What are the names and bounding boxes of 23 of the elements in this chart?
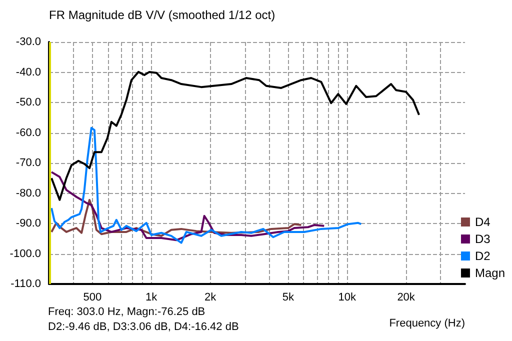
legend-label: D2 bbox=[474, 249, 491, 263]
y-tick-label: -100.0 bbox=[10, 248, 41, 260]
y-tick-label: -50.0 bbox=[16, 96, 41, 108]
legend-label: D4 bbox=[474, 215, 491, 229]
x-tick-label: 2k bbox=[204, 292, 217, 304]
y-tick-label: -80.0 bbox=[16, 187, 41, 200]
x-tick-label: 500 bbox=[83, 292, 102, 304]
chart-title: FR Magnitude dB V/V (smoothed 1/12 oct) bbox=[49, 8, 276, 22]
y-tick-label: -30.0 bbox=[16, 36, 41, 48]
y-tick-label: -60.0 bbox=[16, 126, 41, 139]
y-tick-label: -70.0 bbox=[16, 157, 41, 169]
text: D2:-9.46 dB, D3:3.06 dB, D4:-16.42 dB bbox=[48, 321, 239, 333]
x-tick-label: 5k bbox=[282, 292, 295, 304]
y-tick-label: -40.0 bbox=[16, 66, 41, 78]
x-axis-title: Frequency (Hz) bbox=[389, 318, 465, 330]
x-tick-label: 1k bbox=[146, 292, 158, 304]
x-tick-label: 10k bbox=[338, 292, 356, 304]
y-tick-label: -90.0 bbox=[16, 218, 41, 230]
legend-label: D3 bbox=[474, 232, 491, 246]
x-tick-label: 20k bbox=[397, 292, 416, 304]
legend-label: Magn bbox=[474, 266, 506, 280]
text: Freq: 303.0 Hz, Magn:-76.25 dB bbox=[48, 306, 206, 318]
y-tick-label: -110.0 bbox=[10, 278, 41, 290]
